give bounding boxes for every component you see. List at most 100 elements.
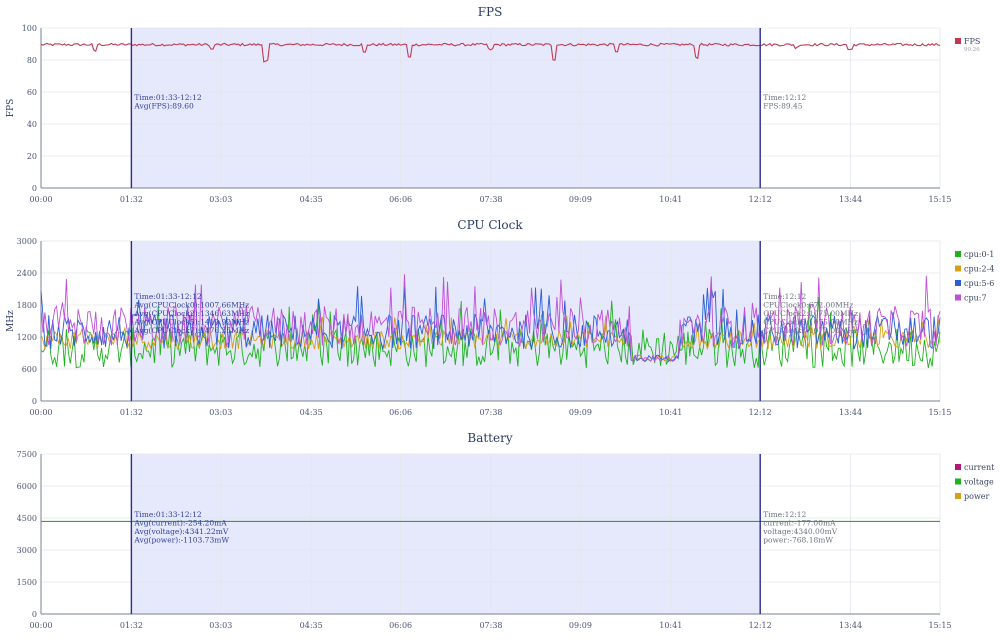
annotation-left-line: Avg(power):-1103.73mW [133, 536, 229, 545]
legend-swatch [955, 265, 961, 272]
x-tick-label: 10:41 [659, 195, 682, 204]
x-tick-label: 10:41 [659, 408, 682, 417]
annotation-right-line: Time:12:12 [763, 510, 806, 519]
annotation-right-line: Time:12:12 [763, 93, 806, 102]
annotation-right-line: CPUClock2:1075.00MHz [763, 309, 858, 318]
x-tick-label: 03:03 [209, 621, 232, 630]
legend-label[interactable]: power [964, 492, 990, 501]
annotation-left-line: Avg(current):-254.20mA [133, 519, 227, 528]
x-tick-label: 12:12 [749, 408, 772, 417]
x-tick-label: 09:09 [569, 195, 592, 204]
x-tick-label: 06:06 [389, 621, 412, 630]
chart-fps: FPS 0 20 40 60 80 100 00:00 01:32 03:03 04:35 06:06… [6, 5, 980, 204]
legend-swatch [955, 251, 961, 257]
y-tick-label: 2400 [17, 269, 37, 278]
series-line-cpu-2-4 [40, 315, 941, 363]
x-tick-label: 09:09 [569, 621, 592, 630]
annotation-right-line: CPUClock5:1075.00MHz [763, 318, 858, 327]
x-tick-label: 07:38 [479, 195, 502, 204]
x-tick-label: 15:15 [928, 195, 951, 204]
y-tick-label: 20 [27, 152, 37, 161]
x-tick-label: 03:03 [209, 408, 232, 417]
legend-label[interactable]: FPS [964, 37, 980, 46]
y-tick-label: 0 [32, 397, 37, 406]
x-tick-label: 13:44 [839, 408, 862, 417]
legend-sublabel: 90.26 [964, 47, 980, 53]
x-tick-label: 06:06 [389, 195, 412, 204]
x-tick-label: 04:35 [300, 195, 323, 204]
x-tick-label: 12:12 [749, 195, 772, 204]
x-tick-label: 03:03 [209, 195, 232, 204]
annotation-right-line: current:-177.00mA [763, 519, 836, 528]
x-tick-label: 01:32 [120, 621, 143, 630]
y-axis-label: MHz [6, 310, 16, 332]
chart-title: Battery [467, 431, 512, 445]
x-tick-label: 13:44 [839, 621, 862, 630]
x-tick-label: 12:12 [749, 621, 772, 630]
x-tick-label: 01:32 [120, 408, 143, 417]
annotation-left-line: Avg(CPUClock2):1346.63MHz [133, 309, 249, 318]
y-tick-label: 1800 [17, 301, 37, 310]
legend-swatch [955, 493, 961, 499]
legend-swatch [955, 294, 961, 301]
annotation-right-line: CPUClock7:1075.00MHz [763, 326, 858, 335]
x-tick-label: 15:15 [928, 408, 951, 417]
y-tick-label: 0 [32, 184, 37, 193]
y-tick-label: 3000 [17, 237, 37, 246]
series-line-cpu-7 [40, 274, 941, 363]
x-tick-label: 07:38 [479, 621, 502, 630]
x-tick-label: 07:38 [479, 408, 502, 417]
y-axis-label: FPS [6, 99, 16, 117]
annotation-right-line: power:-768.18mW [763, 536, 833, 545]
y-tick-label: 60 [27, 88, 37, 97]
chart-title: FPS [478, 5, 503, 19]
legend-swatch [955, 38, 961, 44]
legend-label[interactable]: cpu:7 [964, 294, 987, 303]
y-tick-label: 1500 [17, 578, 37, 587]
legend-label[interactable]: cpu:0-1 [964, 250, 994, 259]
series-line-FPS [40, 42, 941, 63]
annotation-left-line: Time:01:33-12:12 [134, 292, 201, 301]
annotation-left-line: Avg(CPUClock7):1476.35MHz [133, 326, 249, 335]
x-tick-label: 15:15 [928, 621, 951, 630]
selection-region[interactable] [131, 454, 761, 614]
legend-swatch [955, 464, 961, 470]
x-tick-label: 00:00 [29, 195, 52, 204]
y-tick-label: 100 [22, 24, 37, 33]
annotation-right-line: Time:12:12 [763, 292, 806, 301]
series-line-cpu-0-1 [40, 297, 941, 369]
y-tick-label: 7500 [17, 450, 37, 459]
y-tick-label: 0 [32, 610, 37, 619]
x-tick-label: 04:35 [300, 621, 323, 630]
y-tick-label: 1200 [17, 333, 37, 342]
annotation-right-line: CPUClock0:672.00MHz [763, 301, 853, 310]
x-tick-label: 09:09 [569, 408, 592, 417]
selection-region[interactable] [131, 28, 761, 188]
legend-label[interactable]: cpu:5-6 [964, 279, 994, 288]
annotation-left-line: Avg(CPUClock0):1007.66MHz [133, 301, 249, 310]
x-tick-label: 13:44 [839, 195, 862, 204]
chart-title: CPU Clock [457, 218, 523, 232]
y-tick-label: 80 [27, 56, 37, 65]
annotation-left-line: Time:01:33-12:12 [134, 93, 201, 102]
selection-region[interactable] [131, 241, 761, 401]
legend-swatch [955, 280, 961, 286]
y-tick-label: 40 [27, 120, 37, 129]
y-tick-label: 6000 [17, 482, 37, 491]
legend-label[interactable]: cpu:2-4 [964, 265, 994, 274]
chart-cpu: CPU Clock 0 600 1200 1800 2400 3000 00:00 01:32 0… [6, 218, 994, 417]
x-tick-label: 10:41 [659, 621, 682, 630]
y-tick-label: 600 [22, 365, 37, 374]
annotation-right-line: FPS:89.45 [763, 102, 803, 111]
x-tick-label: 00:00 [29, 408, 52, 417]
x-tick-label: 00:00 [29, 621, 52, 630]
legend-label[interactable]: voltage [963, 478, 994, 487]
annotation-left-line: Avg(FPS):89.60 [133, 102, 194, 111]
legend-label[interactable]: current [964, 463, 995, 472]
legend-swatch [955, 478, 961, 485]
annotation-left-line: Avg(CPUClock5):1419.92MHz [133, 318, 249, 327]
y-tick-label: 3000 [17, 546, 37, 555]
annotation-right-line: voltage:4340.00mV [762, 527, 838, 536]
series-line-cpu-5-6 [40, 286, 941, 363]
